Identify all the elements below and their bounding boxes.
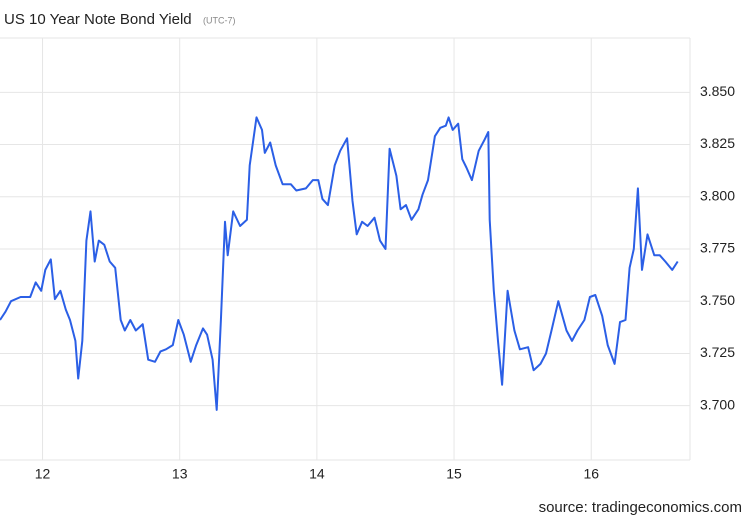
y-tick-label: 3.800 bbox=[700, 187, 735, 203]
y-tick-label: 3.700 bbox=[700, 396, 735, 412]
source: source: tradingeconomics.com bbox=[539, 499, 742, 516]
chart-subtitle: (UTC-7) bbox=[203, 15, 236, 25]
chart-title: US 10 Year Note Bond Yield bbox=[4, 11, 192, 28]
x-tick-label: 13 bbox=[172, 466, 188, 482]
y-tick-label: 3.750 bbox=[700, 292, 735, 308]
x-tick-label: 16 bbox=[583, 466, 599, 482]
y-tick-label: 3.850 bbox=[700, 83, 735, 99]
y-tick-label: 3.725 bbox=[700, 344, 735, 360]
x-tick-label: 15 bbox=[446, 466, 462, 482]
y-tick-label: 3.825 bbox=[700, 135, 735, 151]
y-tick-label: 3.775 bbox=[700, 240, 735, 256]
x-tick-label: 12 bbox=[35, 466, 51, 482]
x-tick-label: 14 bbox=[309, 466, 325, 482]
line-series bbox=[0, 116, 679, 411]
